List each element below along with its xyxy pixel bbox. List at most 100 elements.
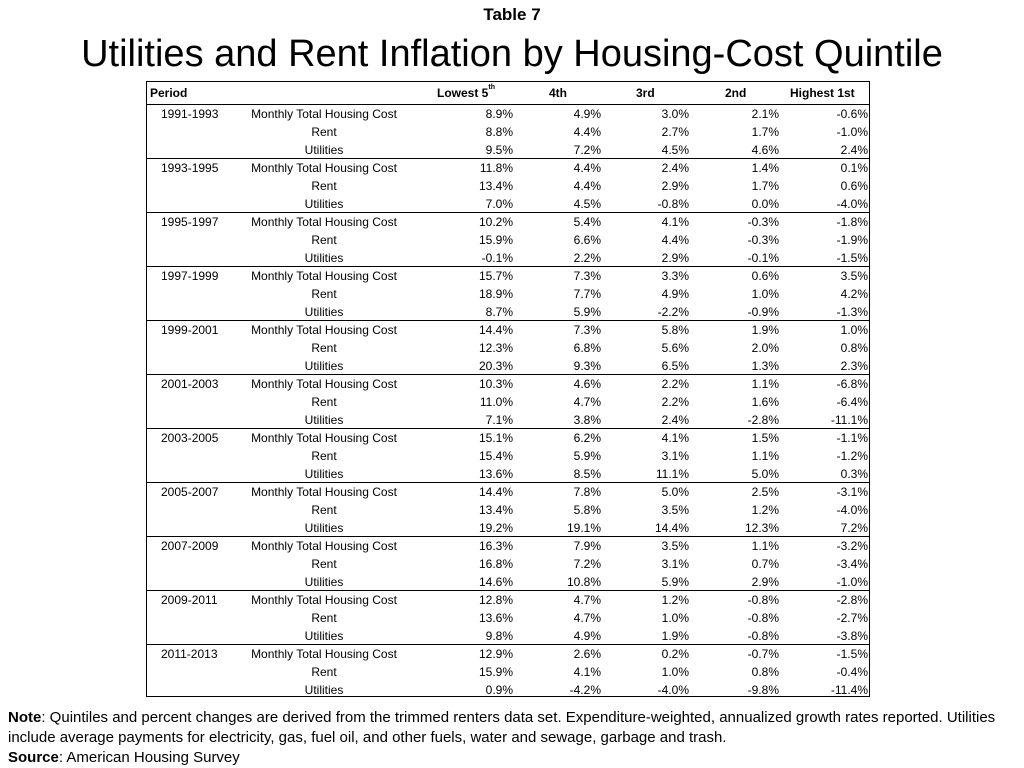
table-row: Rent 18.9% 7.7% 4.9% 1.0% 4.2% xyxy=(147,285,869,303)
category-cell: Rent xyxy=(311,395,337,409)
value-cell: 4.4% xyxy=(661,233,689,247)
value-cell: -1.9% xyxy=(836,233,868,247)
value-cell: 1.1% xyxy=(751,377,779,391)
value-cell: 5.9% xyxy=(573,449,601,463)
table-row: Utilities 7.0% 4.5% -0.8% 0.0% -4.0% xyxy=(147,195,869,213)
value-cell: -4.0% xyxy=(836,503,868,517)
value-cell: -11.1% xyxy=(830,413,868,427)
value-cell: 4.1% xyxy=(573,665,601,679)
value-cell: 5.0% xyxy=(661,485,689,499)
value-cell: 7.3% xyxy=(573,269,601,283)
value-cell: -3.8% xyxy=(836,629,868,643)
category-cell: Rent xyxy=(311,179,337,193)
table-row: Rent 15.4% 5.9% 3.1% 1.1% -1.2% xyxy=(147,447,869,465)
value-cell: 13.4% xyxy=(478,503,513,517)
value-cell: 15.9% xyxy=(478,233,513,247)
period-cell: 1995-1997 xyxy=(161,215,219,229)
value-cell: 4.4% xyxy=(573,125,601,139)
value-cell: 10.8% xyxy=(566,575,601,589)
value-cell: -0.4% xyxy=(836,665,868,679)
value-cell: 3.8% xyxy=(573,413,601,427)
value-cell: 12.3% xyxy=(744,521,779,535)
table-header-row: Period Lowest 5th 4th 3rd 2nd Highest 1s… xyxy=(147,82,869,105)
period-cell: 2003-2005 xyxy=(161,431,219,445)
column-header-2nd: 2nd xyxy=(725,86,747,100)
period-cell: 2005-2007 xyxy=(161,485,219,499)
column-header-period: Period xyxy=(150,86,188,100)
category-cell: Utilities xyxy=(304,359,344,373)
value-cell: 4.1% xyxy=(661,215,689,229)
value-cell: -4.0% xyxy=(657,683,689,697)
period-group: 2011-2013 Monthly Total Housing Cost 12.9%… xyxy=(147,645,869,699)
value-cell: 2.3% xyxy=(840,359,868,373)
category-cell: Monthly Total Housing Cost xyxy=(251,269,397,283)
value-cell: 9.5% xyxy=(485,143,513,157)
category-cell: Utilities xyxy=(304,251,344,265)
value-cell: 5.9% xyxy=(573,305,601,319)
value-cell: -2.8% xyxy=(747,413,779,427)
value-cell: 8.7% xyxy=(485,305,513,319)
value-cell: -2.8% xyxy=(836,593,868,607)
category-cell: Rent xyxy=(311,557,337,571)
value-cell: -4.2% xyxy=(569,683,601,697)
column-header-4th: 4th xyxy=(549,86,567,100)
value-cell: -0.8% xyxy=(657,197,689,211)
value-cell: -1.8% xyxy=(836,215,868,229)
value-cell: 1.5% xyxy=(751,431,779,445)
category-cell: Utilities xyxy=(304,467,344,481)
table-row: Rent 11.0% 4.7% 2.2% 1.6% -6.4% xyxy=(147,393,869,411)
category-cell: Utilities xyxy=(304,683,344,697)
period-cell: 2001-2003 xyxy=(161,377,219,391)
value-cell: 20.3% xyxy=(478,359,513,373)
value-cell: 1.7% xyxy=(751,125,779,139)
value-cell: 0.1% xyxy=(840,161,868,175)
period-cell: 1991-1993 xyxy=(161,107,219,121)
value-cell: -0.8% xyxy=(747,611,779,625)
value-cell: 8.5% xyxy=(573,467,601,481)
category-cell: Rent xyxy=(311,341,337,355)
value-cell: 0.7% xyxy=(751,557,779,571)
value-cell: 18.9% xyxy=(478,287,513,301)
value-cell: 5.9% xyxy=(661,575,689,589)
category-cell: Monthly Total Housing Cost xyxy=(251,377,397,391)
table-row: Utilities 0.9% -4.2% -4.0% -9.8% -11.4% xyxy=(147,681,869,699)
value-cell: 7.7% xyxy=(573,287,601,301)
table-row: Utilities 8.7% 5.9% -2.2% -0.9% -1.3% xyxy=(147,303,869,321)
value-cell: 2.2% xyxy=(573,251,601,265)
value-cell: 5.0% xyxy=(751,467,779,481)
category-cell: Monthly Total Housing Cost xyxy=(251,539,397,553)
footnote: Note: Quintiles and percent changes are … xyxy=(8,708,1018,768)
value-cell: -4.0% xyxy=(836,197,868,211)
source-text: : American Housing Survey xyxy=(58,749,240,766)
value-cell: 14.6% xyxy=(478,575,513,589)
value-cell: 1.0% xyxy=(661,665,689,679)
page-title: Utilities and Rent Inflation by Housing-… xyxy=(81,33,943,75)
category-cell: Rent xyxy=(311,503,337,517)
table-row: 2005-2007 Monthly Total Housing Cost 14.4%… xyxy=(147,483,869,501)
value-cell: 14.4% xyxy=(478,323,513,337)
value-cell: 3.5% xyxy=(661,539,689,553)
value-cell: 11.1% xyxy=(655,467,689,481)
category-cell: Utilities xyxy=(304,143,344,157)
category-cell: Rent xyxy=(311,287,337,301)
value-cell: 1.0% xyxy=(840,323,868,337)
value-cell: -3.1% xyxy=(836,485,868,499)
value-cell: -6.4% xyxy=(836,395,868,409)
value-cell: 2.4% xyxy=(661,161,689,175)
period-cell: 2009-2011 xyxy=(161,593,218,607)
value-cell: 2.7% xyxy=(661,125,689,139)
value-cell: 13.6% xyxy=(478,467,513,481)
table-row: Rent 15.9% 6.6% 4.4% -0.3% -1.9% xyxy=(147,231,869,249)
column-header-lowest-text: Lowest 5 xyxy=(437,86,489,100)
value-cell: -0.1% xyxy=(481,251,513,265)
value-cell: 9.8% xyxy=(485,629,513,643)
value-cell: 0.9% xyxy=(485,683,513,697)
table-row: Rent 16.8% 7.2% 3.1% 0.7% -3.4% xyxy=(147,555,869,573)
period-cell: 2011-2013 xyxy=(161,647,218,661)
value-cell: 7.2% xyxy=(573,557,601,571)
value-cell: 7.9% xyxy=(573,539,601,553)
category-cell: Rent xyxy=(311,611,337,625)
value-cell: 4.9% xyxy=(661,287,689,301)
table-row: Utilities 19.2% 19.1% 14.4% 12.3% 7.2% xyxy=(147,519,869,537)
value-cell: 7.0% xyxy=(485,197,513,211)
